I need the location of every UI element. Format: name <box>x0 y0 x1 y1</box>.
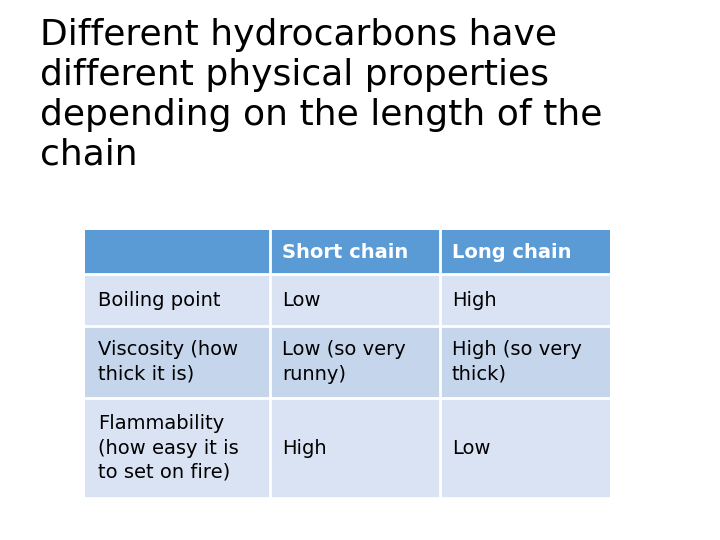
Bar <box>85 326 270 398</box>
Bar <box>85 398 270 498</box>
Text: Boiling point: Boiling point <box>98 291 220 309</box>
Bar <box>270 326 440 398</box>
Bar <box>440 230 610 274</box>
Bar <box>440 398 610 498</box>
Text: Low: Low <box>282 291 320 309</box>
Text: Short chain: Short chain <box>282 242 408 261</box>
Text: High (so very
thick): High (so very thick) <box>452 340 582 383</box>
Text: High: High <box>282 438 327 457</box>
Text: Long chain: Long chain <box>452 242 572 261</box>
Text: Viscosity (how
thick it is): Viscosity (how thick it is) <box>98 340 238 383</box>
Bar <box>85 230 270 274</box>
Text: Flammability
(how easy it is
to set on fire): Flammability (how easy it is to set on f… <box>98 414 239 482</box>
Text: Low (so very
runny): Low (so very runny) <box>282 340 405 383</box>
Bar <box>85 274 270 326</box>
Bar <box>440 326 610 398</box>
Bar <box>270 398 440 498</box>
Text: Different hydrocarbons have
different physical properties
depending on the lengt: Different hydrocarbons have different ph… <box>40 18 603 172</box>
Text: Low: Low <box>452 438 490 457</box>
Bar <box>270 230 440 274</box>
Bar <box>440 274 610 326</box>
Bar <box>270 274 440 326</box>
Text: High: High <box>452 291 497 309</box>
